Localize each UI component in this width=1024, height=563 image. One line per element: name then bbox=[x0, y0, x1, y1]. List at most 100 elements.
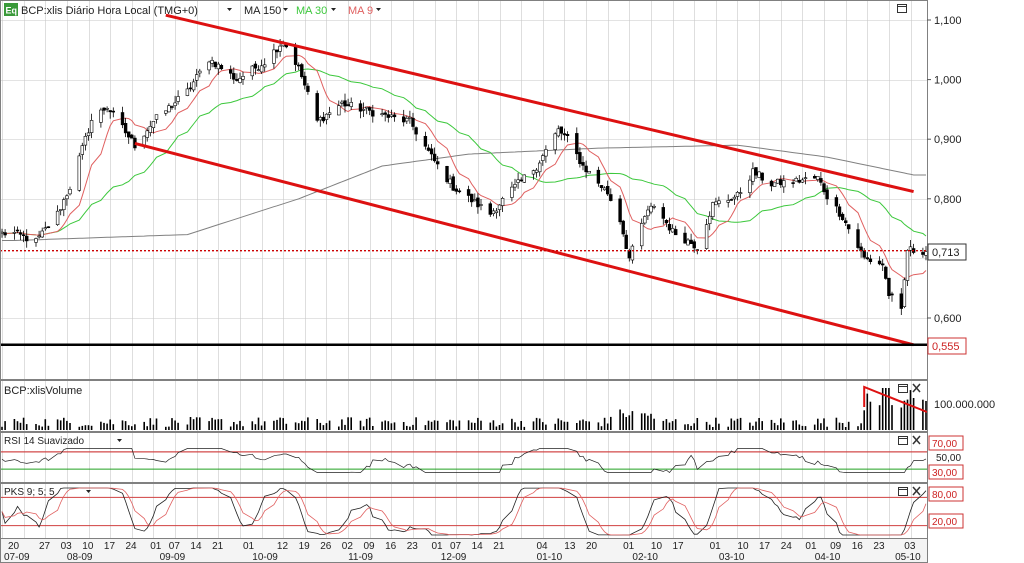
candle-body bbox=[877, 260, 882, 265]
volume-bar bbox=[690, 425, 692, 430]
volume-bar bbox=[696, 418, 699, 430]
ma30-label[interactable]: MA 30 bbox=[296, 5, 327, 17]
chevron-down-icon[interactable] bbox=[376, 8, 381, 11]
candle-body bbox=[862, 250, 866, 258]
candle bbox=[89, 113, 94, 139]
day-tick-label: 13 bbox=[564, 541, 576, 552]
volume-bar bbox=[625, 417, 627, 430]
candle-body bbox=[714, 201, 718, 206]
volume-bar bbox=[78, 426, 81, 430]
day-tick-label: 03 bbox=[61, 541, 73, 552]
candle bbox=[661, 203, 666, 225]
candle-body bbox=[145, 130, 149, 138]
close-icon[interactable] bbox=[912, 435, 921, 445]
candle-body bbox=[426, 147, 431, 151]
candle bbox=[3, 229, 7, 238]
candle bbox=[812, 174, 817, 179]
candle bbox=[111, 107, 116, 118]
ma150-label[interactable]: MA 150 bbox=[244, 5, 281, 17]
candle bbox=[664, 219, 669, 228]
close-icon[interactable] bbox=[912, 383, 921, 393]
chevron-down-icon[interactable] bbox=[283, 8, 288, 11]
volume-bar bbox=[199, 417, 201, 430]
volume-bar bbox=[650, 413, 652, 430]
price-tick-label: 1,100 bbox=[934, 15, 962, 27]
chevron-down-icon[interactable] bbox=[227, 8, 232, 11]
pks-panel-title[interactable]: PKS 9; 5; 5 bbox=[4, 487, 55, 498]
day-tick-label: 21 bbox=[493, 541, 505, 552]
volume-bar bbox=[87, 425, 90, 430]
candle bbox=[195, 68, 199, 87]
volume-bar bbox=[866, 393, 869, 430]
maximize-icon[interactable] bbox=[897, 4, 907, 13]
candle bbox=[670, 224, 675, 233]
volume-bar bbox=[233, 422, 235, 430]
volume-bar bbox=[708, 424, 711, 430]
candle-body bbox=[219, 65, 224, 70]
candle bbox=[497, 204, 502, 217]
candle bbox=[541, 153, 545, 166]
candle-body bbox=[621, 220, 625, 235]
volume-bar bbox=[38, 425, 40, 430]
candle bbox=[599, 185, 604, 192]
day-tick-label: 01 bbox=[150, 541, 162, 552]
candle bbox=[769, 179, 774, 192]
candle bbox=[868, 254, 873, 265]
maximize-icon[interactable] bbox=[898, 436, 908, 445]
volume-bar bbox=[557, 418, 560, 430]
volume-bar bbox=[152, 424, 155, 430]
volume-bar bbox=[276, 419, 278, 430]
candle bbox=[921, 247, 925, 258]
volume-bar bbox=[393, 422, 396, 430]
candle bbox=[62, 197, 66, 217]
candle-body bbox=[846, 224, 851, 230]
candle-body bbox=[389, 114, 394, 117]
volume-bar bbox=[220, 419, 223, 430]
candle-body bbox=[401, 116, 406, 123]
candle-body bbox=[448, 178, 452, 184]
candle bbox=[457, 188, 462, 194]
volume-bar bbox=[406, 425, 408, 430]
symbol-label[interactable]: BCP:xlis Diário Hora Local (TMG+0) bbox=[21, 5, 198, 17]
candle-body bbox=[553, 133, 557, 151]
svg-text:30,00: 30,00 bbox=[932, 468, 957, 479]
candle bbox=[392, 112, 397, 122]
candle-body bbox=[791, 182, 795, 184]
day-tick-label: 02 bbox=[342, 541, 354, 552]
volume-bar bbox=[322, 425, 325, 430]
maximize-icon[interactable] bbox=[898, 384, 908, 393]
day-tick-label: 21 bbox=[212, 541, 224, 552]
candle bbox=[340, 99, 344, 107]
chevron-down-icon[interactable] bbox=[86, 490, 91, 493]
candle bbox=[86, 128, 91, 141]
ma9-label[interactable]: MA 9 bbox=[348, 5, 373, 17]
maximize-icon[interactable] bbox=[898, 487, 908, 496]
candle-body bbox=[55, 210, 60, 225]
candle-body bbox=[754, 167, 758, 176]
candle-body bbox=[473, 199, 477, 202]
volume-bar bbox=[100, 421, 102, 430]
month-tick-label: 01-10 bbox=[537, 552, 563, 563]
volume-bar bbox=[25, 424, 28, 430]
volume-bar bbox=[372, 426, 374, 430]
candle-body bbox=[837, 206, 842, 217]
close-icon[interactable] bbox=[912, 486, 921, 496]
candle bbox=[306, 83, 310, 95]
chevron-down-icon[interactable] bbox=[117, 439, 122, 442]
candle bbox=[253, 61, 258, 75]
month-tick-label: 10-09 bbox=[252, 552, 278, 563]
volume-bar bbox=[328, 420, 331, 430]
candle-body bbox=[191, 81, 196, 91]
candle bbox=[337, 100, 341, 116]
price-tick-label: 0,900 bbox=[934, 134, 962, 146]
support-price-badge: 0,555 bbox=[927, 337, 967, 355]
candle bbox=[250, 65, 254, 80]
chevron-down-icon[interactable] bbox=[331, 8, 336, 11]
candle bbox=[445, 165, 449, 184]
candle bbox=[296, 62, 301, 71]
volume-bar bbox=[239, 420, 241, 430]
rsi-panel-title[interactable]: RSI 14 Suavizado bbox=[4, 436, 84, 447]
candle-body bbox=[272, 49, 276, 64]
volume-bar bbox=[347, 417, 349, 430]
candle-body bbox=[673, 229, 678, 236]
